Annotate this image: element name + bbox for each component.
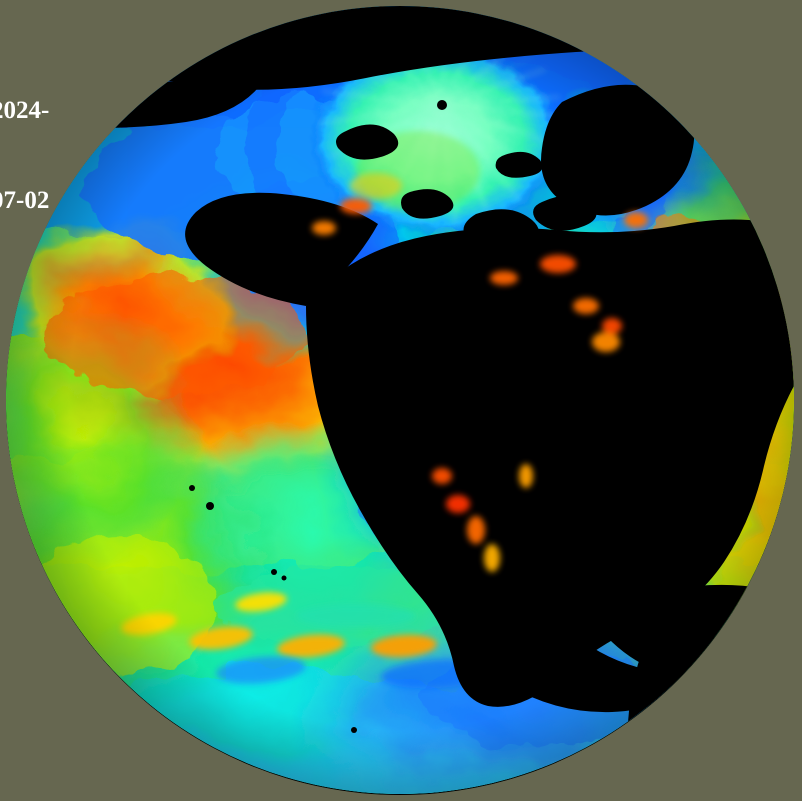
sst-field	[6, 6, 794, 794]
date-line-1: 2024-	[0, 97, 50, 124]
date-line-2: 07-02	[0, 187, 50, 214]
orthographic-globe	[6, 6, 794, 795]
date-caption: 2024- 07-02	[0, 36, 49, 276]
